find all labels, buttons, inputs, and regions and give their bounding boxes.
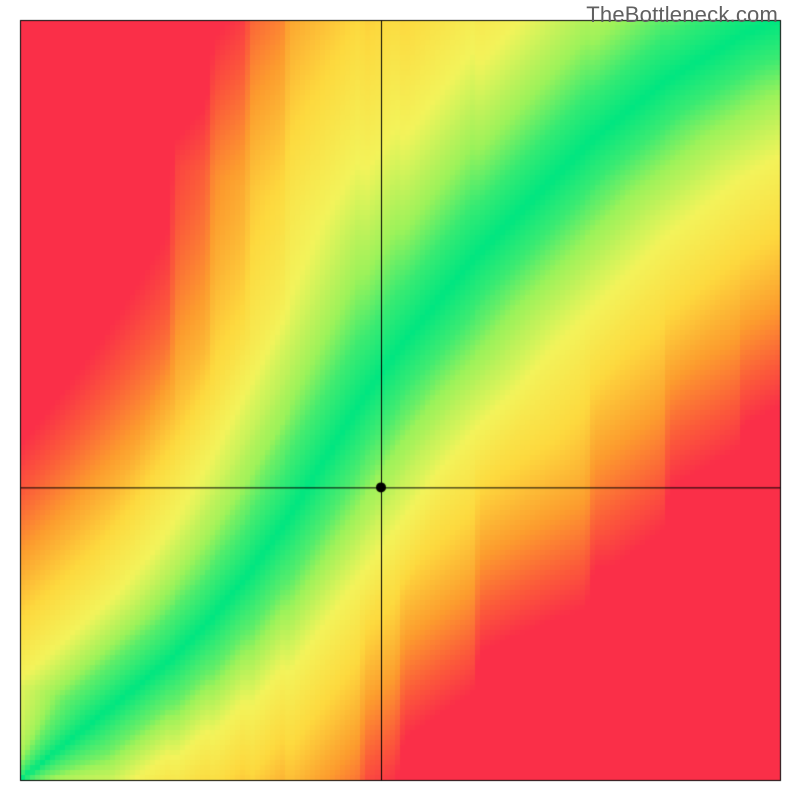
bottleneck-heatmap-canvas bbox=[0, 0, 800, 800]
chart-container: TheBottleneck.com bbox=[0, 0, 800, 800]
